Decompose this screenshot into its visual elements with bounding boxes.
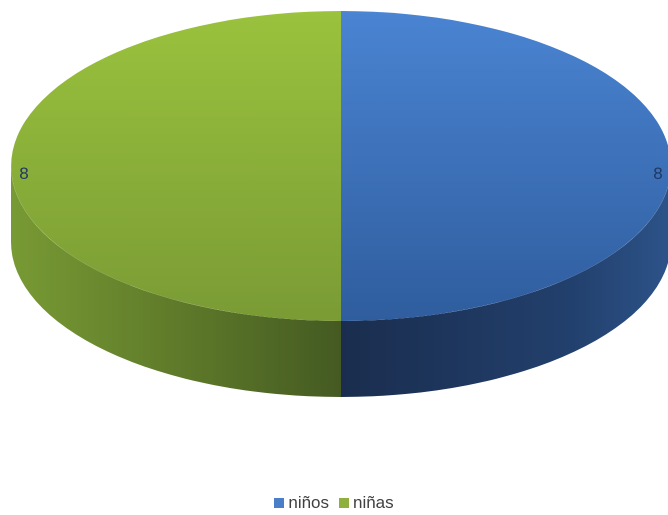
data-label-ninas: 8 [19,164,28,183]
data-label-ninos: 8 [653,164,662,183]
legend-swatch-ninas [339,498,349,508]
pie-side-ninas [11,166,341,397]
legend-label-ninas: niñas [353,493,394,512]
legend: niños niñas [0,493,668,513]
legend-label-ninos: niños [288,493,329,512]
pie-slice-ninas[interactable] [11,11,341,321]
pie-side-ninos [341,186,668,397]
pie-slice-ninos[interactable] [341,11,668,321]
legend-swatch-ninos [274,498,285,508]
legend-item-ninas[interactable]: niñas [339,493,394,513]
legend-item-ninos[interactable]: niños [274,493,329,513]
